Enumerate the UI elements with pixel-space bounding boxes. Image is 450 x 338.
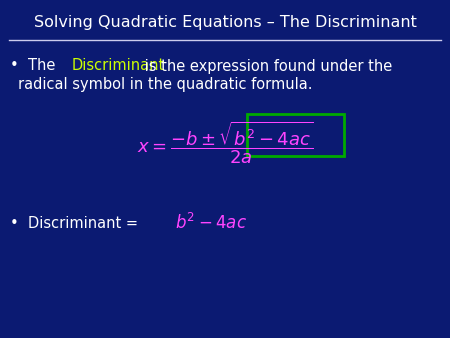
Text: Solving Quadratic Equations – The Discriminant: Solving Quadratic Equations – The Discri… <box>34 16 416 30</box>
Text: •  Discriminant =: • Discriminant = <box>10 216 143 231</box>
Text: $x = \dfrac{-b \pm \sqrt{b^2 - 4ac}}{2a}$: $x = \dfrac{-b \pm \sqrt{b^2 - 4ac}}{2a}… <box>137 120 313 166</box>
Text: Discriminant: Discriminant <box>72 58 165 73</box>
Text: radical symbol in the quadratic formula.: radical symbol in the quadratic formula. <box>18 76 312 92</box>
Text: is the expression found under the: is the expression found under the <box>140 58 392 73</box>
Text: $b^2 - 4ac$: $b^2 - 4ac$ <box>175 213 247 233</box>
Text: •  The: • The <box>10 58 60 73</box>
